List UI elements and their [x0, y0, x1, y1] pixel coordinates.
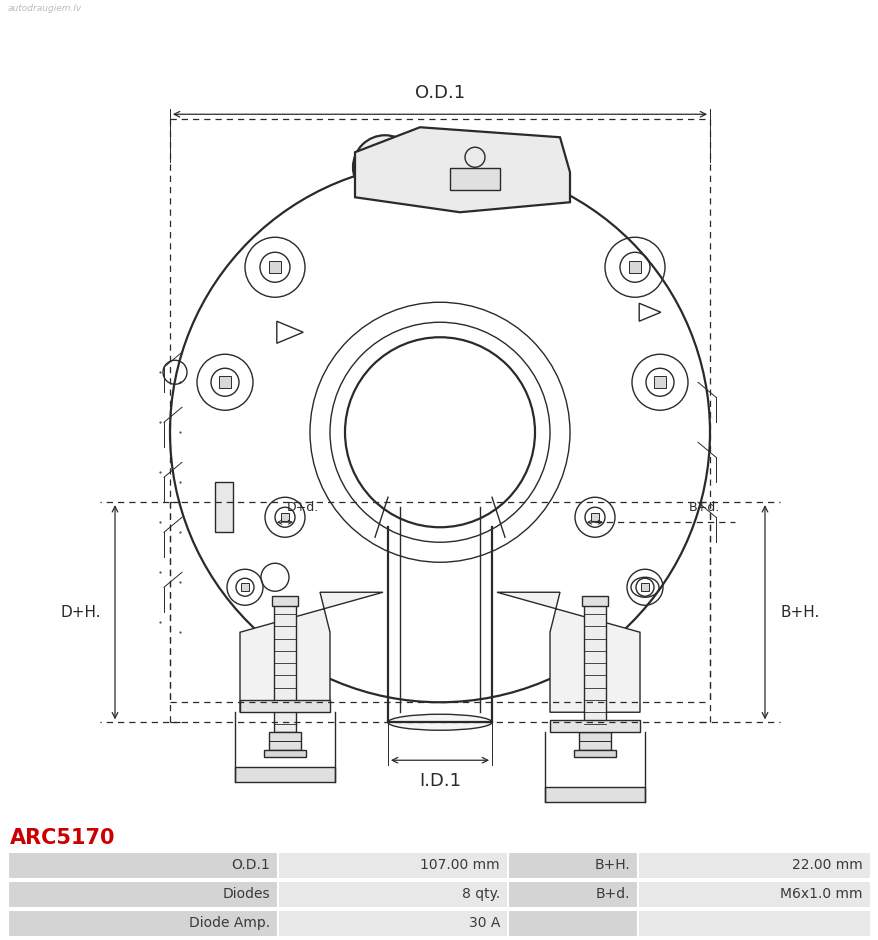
Circle shape: [353, 135, 416, 199]
Bar: [263, 750, 306, 758]
Bar: [573, 750, 615, 758]
Bar: [241, 583, 248, 591]
Bar: [277, 852, 507, 879]
Bar: [507, 881, 637, 908]
Text: B+d.: B+d.: [594, 887, 630, 901]
Bar: [544, 788, 644, 802]
Bar: [215, 482, 233, 532]
Text: Diodes: Diodes: [222, 887, 270, 901]
Bar: [271, 596, 298, 606]
Text: I.D.1: I.D.1: [419, 773, 460, 791]
Text: M6x1.0 mm: M6x1.0 mm: [780, 887, 862, 901]
Bar: [277, 910, 507, 937]
Bar: [637, 910, 870, 937]
Bar: [579, 732, 610, 750]
Bar: [581, 596, 608, 606]
Text: D+H.: D+H.: [61, 604, 101, 619]
Text: 107.00 mm: 107.00 mm: [420, 858, 500, 872]
Bar: [277, 881, 507, 908]
Bar: [507, 852, 637, 879]
Bar: [640, 583, 648, 591]
Bar: [8, 852, 277, 879]
Ellipse shape: [387, 714, 492, 730]
Bar: [637, 881, 870, 908]
Bar: [590, 513, 598, 522]
Bar: [450, 168, 500, 190]
Text: autodraugiem.lv: autodraugiem.lv: [8, 5, 83, 13]
Circle shape: [498, 140, 561, 204]
Bar: [281, 513, 289, 522]
Text: B+H.: B+H.: [781, 604, 819, 619]
Text: 8 qty.: 8 qty.: [461, 887, 500, 901]
Text: D+d.: D+d.: [287, 501, 319, 514]
Text: B+d.: B+d.: [688, 501, 719, 514]
Text: 22.00 mm: 22.00 mm: [791, 858, 862, 872]
Bar: [507, 910, 637, 937]
Polygon shape: [496, 592, 639, 713]
Bar: [8, 881, 277, 908]
Text: O.D.1: O.D.1: [414, 85, 464, 102]
Text: B+H.: B+H.: [594, 858, 630, 872]
Bar: [274, 603, 296, 732]
Bar: [234, 767, 335, 782]
Bar: [653, 376, 666, 388]
Bar: [269, 732, 300, 750]
Text: ARC5170: ARC5170: [10, 827, 115, 848]
Bar: [240, 700, 329, 713]
Bar: [8, 910, 277, 937]
Bar: [269, 261, 281, 274]
Text: O.D.1: O.D.1: [231, 858, 270, 872]
Polygon shape: [240, 592, 383, 713]
Text: Diode Amp.: Diode Amp.: [189, 916, 270, 931]
Bar: [629, 261, 640, 274]
Bar: [637, 852, 870, 879]
Bar: [550, 720, 639, 732]
Polygon shape: [355, 127, 569, 212]
Bar: [583, 603, 605, 732]
Bar: [219, 376, 231, 388]
Text: 30 A: 30 A: [468, 916, 500, 931]
